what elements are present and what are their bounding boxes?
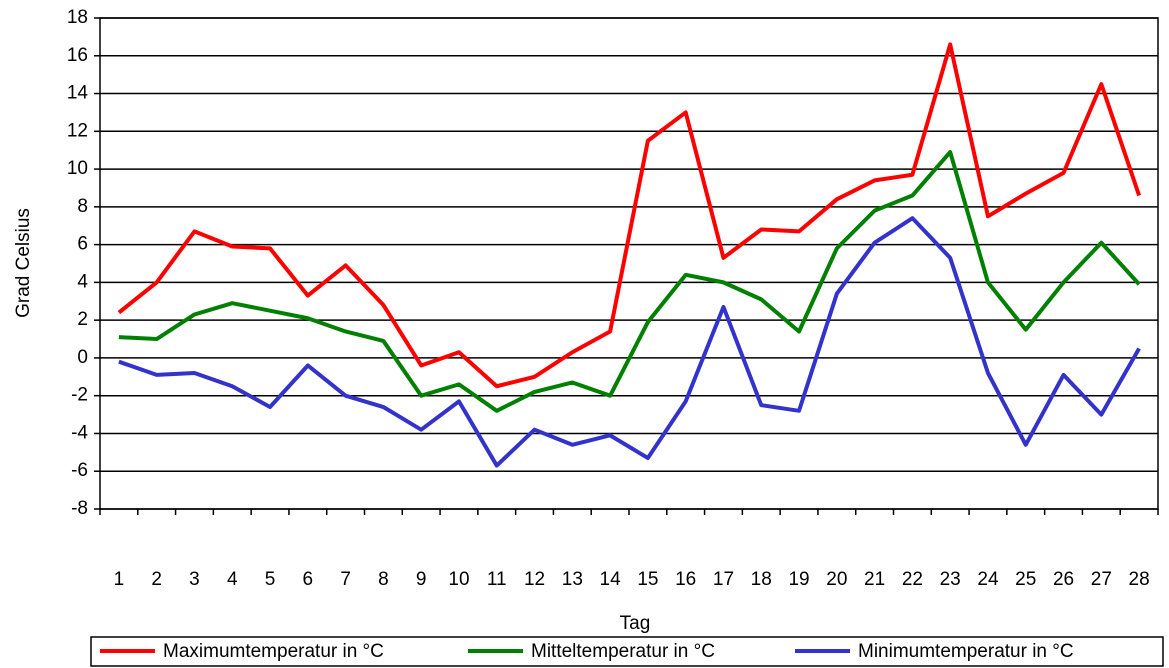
- x-tick-label: 19: [788, 569, 809, 590]
- x-tick-label: 8: [378, 569, 389, 590]
- y-tick-label: -8: [71, 498, 88, 519]
- series-line: [118, 216, 1141, 468]
- x-tick-label: 4: [227, 569, 238, 590]
- y-tick-label: 10: [67, 158, 88, 179]
- x-tick-label: 26: [1053, 569, 1074, 590]
- y-tick-label: -2: [71, 385, 88, 406]
- y-tick-label: 14: [67, 83, 89, 104]
- y-tick-label: 18: [67, 7, 88, 28]
- x-tick-label: 21: [864, 569, 885, 590]
- y-tick-label: 6: [77, 234, 88, 255]
- series-line: [117, 42, 1142, 389]
- x-tick-label: 28: [1129, 569, 1150, 590]
- x-tick-label: 1: [114, 569, 125, 590]
- x-tick-label: 3: [189, 569, 200, 590]
- x-tick-label: 5: [265, 569, 276, 590]
- legend-label: Mitteltemperatur in °C: [531, 641, 715, 662]
- legend-box: [90, 636, 1164, 667]
- x-tick-label: 14: [600, 569, 622, 590]
- y-tick-label: 2: [77, 309, 88, 330]
- y-tick-label: 16: [67, 45, 88, 66]
- x-tick-label: 22: [902, 569, 923, 590]
- y-tick-label: 8: [77, 196, 88, 217]
- x-tick-label: 9: [416, 569, 427, 590]
- legend-label: Minimumtemperatur in °C: [858, 641, 1074, 662]
- x-tick-label: 20: [826, 569, 847, 590]
- x-axis-label: Tag: [620, 613, 651, 634]
- y-axis-label: Grad Celsius: [13, 208, 34, 318]
- y-tick-label: 12: [67, 120, 88, 141]
- x-tick-label: 25: [1015, 569, 1036, 590]
- x-tick-label: 6: [303, 569, 314, 590]
- legend-label: Maximumtemperatur in °C: [163, 641, 384, 662]
- series-line: [118, 150, 1141, 413]
- y-tick-label: -6: [71, 460, 88, 481]
- x-tick-label: 11: [487, 569, 507, 590]
- x-tick-label: 13: [562, 569, 583, 590]
- x-tick-label: 17: [713, 569, 734, 590]
- x-tick-label: 7: [340, 569, 351, 590]
- x-tick-label: 2: [151, 569, 162, 590]
- x-tick-label: 23: [940, 569, 961, 590]
- x-tick-label: 12: [524, 569, 545, 590]
- plot-border: [99, 17, 1159, 510]
- x-tick-label: 10: [448, 569, 469, 590]
- y-tick-label: -4: [71, 422, 88, 443]
- x-tick-label: 18: [751, 569, 772, 590]
- x-tick-label: 16: [675, 569, 696, 590]
- x-tick-label: 27: [1091, 569, 1112, 590]
- x-tick-label: 24: [977, 569, 999, 590]
- y-tick-label: 0: [77, 347, 88, 368]
- y-tick-label: 4: [77, 271, 88, 292]
- x-tick-label: 15: [637, 569, 658, 590]
